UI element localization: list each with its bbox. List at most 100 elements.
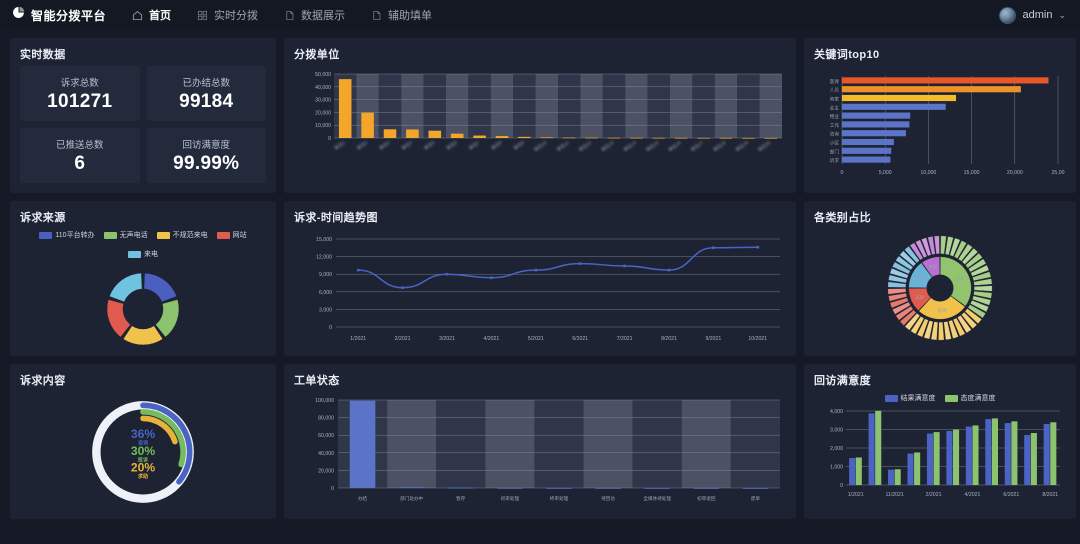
chart-appeal-content[interactable]: 36% 咨询 30% 投诉 20% 求助: [20, 392, 266, 512]
legend-label: 态度满意度: [960, 395, 996, 402]
legend-label: 网站: [232, 232, 247, 239]
avatar: [999, 6, 1017, 24]
svg-text:40,000: 40,000: [318, 451, 334, 457]
nav-item-data-display[interactable]: 数据展示: [284, 0, 345, 30]
nav-item-home-label: 首页: [149, 10, 172, 22]
svg-text:20,000: 20,000: [1007, 170, 1023, 176]
svg-text:0: 0: [328, 136, 331, 142]
legend-item-source-1[interactable]: 无声电话: [103, 230, 148, 240]
svg-text:20,000: 20,000: [315, 110, 331, 116]
panel-keywords-top10: 关键词top10 0 5,000 10,000 15,000 20,000 25,00 医保…: [804, 38, 1076, 193]
legend-item-source-0[interactable]: 110平台转办: [39, 230, 95, 240]
legend-swatch: [216, 231, 230, 239]
stat-label: 诉求总数: [60, 77, 99, 89]
brand-title: 智能分拨平台: [31, 8, 107, 23]
svg-text:6/2021: 6/2021: [572, 336, 588, 342]
stat-value: 99184: [179, 90, 234, 112]
panel-title-realtime: 实时数据: [20, 49, 66, 61]
svg-text:部门: 部门: [830, 148, 840, 155]
user-menu[interactable]: admin ⌄: [999, 0, 1066, 30]
nav-items: 首页 实时分拨 数据展示 辅助填单: [132, 0, 432, 30]
chart-revisit-satisfaction[interactable]: 0 1,000 2,000 3,000 4,000 1/2021 11/2021 2/2021…: [814, 403, 1066, 514]
chart-appeal-trend[interactable]: 0 3,000 6,000 9,000 12,000 15,000 1/2021 2/2021…: [294, 229, 786, 356]
chart-keywords-top10[interactable]: 0 5,000 10,000 15,000 20,000 25,00 医保 人员 商家 业主 物业工…: [814, 66, 1066, 193]
svg-text:15,000: 15,000: [316, 237, 332, 243]
nav-item-assist-form[interactable]: 辅助填单: [371, 0, 432, 30]
svg-text:1/2021: 1/2021: [848, 492, 864, 498]
svg-text:人员: 人员: [830, 88, 840, 94]
svg-text:2/2021: 2/2021: [395, 336, 411, 342]
legend-satisfaction[interactable]: 结果满意度 态度满意度: [814, 393, 1066, 403]
svg-text:40,000: 40,000: [315, 85, 331, 91]
svg-text:10,000: 10,000: [315, 123, 331, 129]
svg-text:1,000: 1,000: [830, 465, 843, 471]
stat-card-total-completed[interactable]: 已办结总数 99184: [146, 66, 266, 121]
panel-title-category: 各类别占比: [814, 212, 871, 224]
stat-card-satisfaction[interactable]: 回访满意度 99.99%: [146, 128, 266, 183]
svg-text:36%: 36%: [131, 427, 155, 441]
legend-item-source-3[interactable]: 网站: [216, 230, 247, 240]
svg-text:单位11: 单位11: [555, 139, 571, 153]
svg-text:4/2021: 4/2021: [965, 492, 981, 498]
svg-text:单位13: 单位13: [600, 139, 616, 154]
svg-text:单位9: 单位9: [512, 139, 526, 152]
svg-text:25,00: 25,00: [1052, 170, 1065, 176]
svg-text:100,000: 100,000: [315, 398, 334, 404]
stat-label: 已推送总数: [55, 139, 104, 151]
legend-item-satisfaction-1[interactable]: 态度满意度: [944, 393, 996, 403]
svg-text:初审退回: 初审退回: [697, 495, 716, 502]
panel-appeal-trend: 诉求-时间趋势图 0 3,000 6,000 9,000 12,000 15,000 1/2…: [284, 201, 796, 356]
svg-text:医保: 医保: [830, 78, 840, 85]
svg-text:15,000: 15,000: [964, 170, 980, 176]
panel-category-share: 各类别占比 咨询 投诉 求助 举报 其他: [804, 201, 1076, 356]
svg-text:终审处理: 终审处理: [550, 495, 569, 502]
svg-text:单位7: 单位7: [467, 139, 481, 152]
svg-text:1/2021: 1/2021: [350, 336, 366, 342]
svg-text:小区: 小区: [830, 139, 840, 146]
svg-text:求助: 求助: [915, 294, 924, 301]
svg-text:80,000: 80,000: [318, 416, 334, 422]
panel-title-source: 诉求来源: [20, 212, 66, 224]
chart-order-status[interactable]: 0 20,000 40,000 60,000 80,000 100,000 办结 部门处办中 暂…: [294, 392, 786, 519]
file-icon: [284, 10, 295, 21]
legend-appeal-source[interactable]: 110平台转办 无声电话 不规范来电 网站来电: [20, 230, 266, 259]
panel-realtime-data: 实时数据 诉求总数 101271 已办结总数 99184 已推送总数 6 回访满…: [10, 38, 276, 193]
svg-text:单位3: 单位3: [378, 139, 392, 152]
stat-card-total-appeals[interactable]: 诉求总数 101271: [20, 66, 140, 121]
svg-text:初审处理: 初审处理: [501, 495, 520, 502]
legend-swatch: [128, 250, 141, 258]
svg-text:部门处办中: 部门处办中: [400, 495, 423, 502]
dashboard-grid: 实时数据 诉求总数 101271 已办结总数 99184 已推送总数 6 回访满…: [0, 30, 1080, 529]
legend-label: 无声电话: [119, 232, 148, 239]
svg-text:8/2021: 8/2021: [661, 336, 677, 342]
svg-text:投诉: 投诉: [138, 455, 148, 463]
legend-item-source-4[interactable]: 来电: [128, 249, 158, 259]
nav-item-home[interactable]: 首页: [132, 0, 171, 30]
brand-logo[interactable]: 智能分拨平台: [12, 6, 106, 24]
stat-card-total-pushed[interactable]: 已推送总数 6: [20, 128, 140, 183]
legend-swatch: [884, 394, 898, 402]
svg-text:30%: 30%: [131, 444, 155, 458]
svg-text:10/2021: 10/2021: [748, 336, 767, 342]
svg-text:单位18: 单位18: [712, 139, 728, 154]
chart-appeal-source[interactable]: [20, 261, 266, 356]
svg-text:业主: 业主: [830, 104, 840, 110]
panel-revisit-satisfaction: 回访满意度 结果满意度 态度满意度 0 1,000 2,000 3,000 4,000 1/…: [804, 364, 1076, 519]
svg-text:9,000: 9,000: [319, 272, 332, 278]
file-icon: [371, 10, 382, 21]
nav-item-realtime-dispatch[interactable]: 实时分拨: [197, 0, 258, 30]
legend-label: 不规范来电: [172, 232, 208, 239]
stat-value: 99.99%: [173, 152, 240, 174]
legend-swatch: [944, 394, 958, 402]
svg-text:10,000: 10,000: [920, 170, 936, 176]
svg-text:0: 0: [329, 325, 332, 331]
svg-text:8/2021: 8/2021: [1042, 492, 1058, 498]
svg-text:单位8: 单位8: [490, 139, 504, 152]
chart-category-sunburst[interactable]: 咨询 投诉 求助 举报 其他: [814, 229, 1066, 347]
legend-item-satisfaction-0[interactable]: 结果满意度: [884, 393, 936, 403]
svg-text:0: 0: [841, 170, 844, 176]
legend-label: 来电: [144, 251, 158, 258]
chart-dispatch-unit[interactable]: 0 10,000 20,000 30,000 40,000 50,000 单位1 单位2 单位3…: [294, 66, 786, 193]
svg-text:废单: 废单: [751, 495, 761, 502]
legend-item-source-2[interactable]: 不规范来电: [156, 230, 208, 240]
